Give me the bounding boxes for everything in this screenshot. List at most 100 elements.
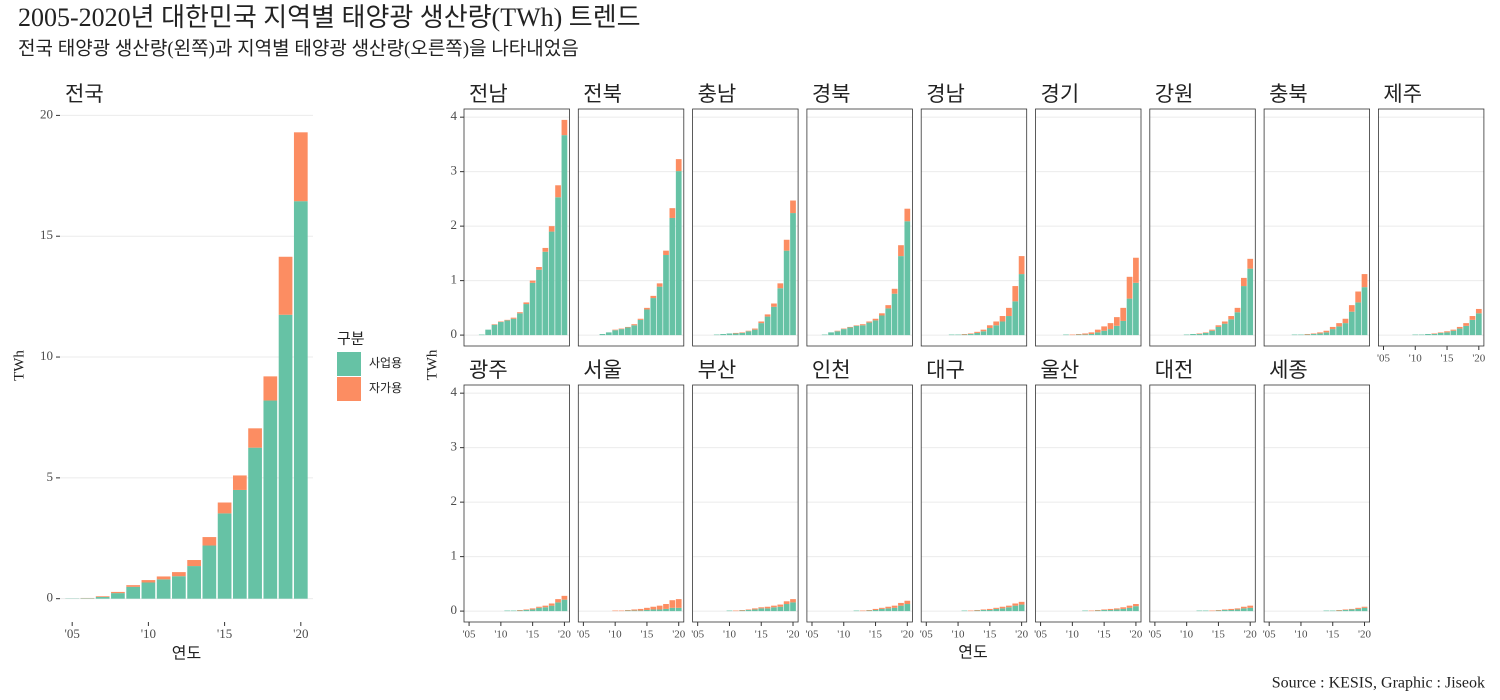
bar	[1107, 329, 1114, 336]
panel-border	[920, 384, 1028, 623]
bar	[669, 217, 676, 336]
bar	[536, 606, 542, 608]
panel-border	[920, 108, 1028, 347]
bar	[891, 607, 898, 612]
bar	[1006, 316, 1012, 336]
bar	[986, 325, 993, 329]
bar	[879, 315, 885, 336]
y-tick-label: 10	[40, 348, 53, 363]
bar	[491, 324, 498, 325]
bar	[834, 330, 841, 332]
bar	[669, 600, 676, 608]
y-tick-label: 15	[40, 227, 53, 242]
bar	[999, 321, 1006, 336]
bar	[561, 595, 568, 600]
panel-title: 경북	[812, 82, 851, 106]
bar	[1018, 601, 1025, 605]
bar	[752, 608, 758, 610]
bar	[1336, 610, 1342, 612]
bar	[1126, 607, 1133, 612]
panel-border	[577, 108, 685, 347]
bar	[967, 333, 974, 335]
bar	[1215, 325, 1222, 327]
panel-border	[1263, 384, 1370, 623]
bar	[491, 324, 498, 336]
y-tick-label: 3	[451, 439, 458, 454]
bar	[644, 309, 650, 336]
bar	[872, 320, 879, 336]
bar	[1006, 605, 1012, 608]
bar	[202, 537, 217, 546]
bar	[1018, 256, 1025, 275]
bar	[126, 585, 141, 587]
bar	[1247, 605, 1254, 608]
bar	[523, 610, 530, 612]
bar	[111, 593, 125, 599]
bar	[1133, 606, 1139, 612]
bar	[1310, 334, 1317, 336]
bar	[980, 610, 987, 612]
bar	[625, 326, 631, 328]
bar	[993, 608, 1000, 612]
x-tick-label: '10	[952, 629, 965, 641]
bar	[974, 332, 980, 336]
bar	[663, 250, 669, 256]
legend-title: 구분	[337, 331, 365, 347]
bar	[745, 330, 752, 332]
bar	[1202, 332, 1209, 336]
bar	[612, 610, 619, 612]
bar	[523, 302, 530, 305]
y-axis-label: TWh	[11, 350, 27, 381]
bar	[217, 502, 232, 514]
bar	[1221, 323, 1228, 336]
bar	[1133, 604, 1139, 607]
bar	[555, 197, 561, 336]
bar	[536, 267, 542, 270]
bar	[1094, 332, 1101, 336]
bar	[834, 331, 841, 336]
bar	[631, 324, 638, 326]
x-tick-label: '05	[691, 629, 704, 641]
x-tick-label: '15	[217, 626, 232, 641]
x-tick-label: '05	[1034, 629, 1047, 641]
bar	[1133, 282, 1139, 336]
bar	[650, 295, 657, 299]
bar	[840, 328, 847, 330]
bar	[536, 269, 542, 336]
bar	[248, 428, 262, 448]
bar	[1120, 607, 1127, 609]
bar	[967, 334, 974, 336]
bar	[1456, 328, 1463, 336]
bar	[771, 306, 777, 336]
x-tick-label: '05	[805, 629, 818, 641]
bar	[1342, 318, 1349, 324]
panel-title: 전국	[65, 82, 104, 106]
bar	[720, 334, 726, 336]
bar	[156, 576, 171, 580]
bar	[1241, 606, 1247, 609]
bar	[1329, 329, 1336, 336]
bar	[542, 605, 549, 608]
bar	[202, 545, 217, 599]
y-tick-label: 3	[451, 163, 458, 178]
bar	[293, 201, 308, 599]
x-tick-label: '05	[577, 629, 590, 641]
bar	[1133, 257, 1139, 283]
bar	[872, 318, 879, 321]
panel-border	[577, 384, 685, 623]
bar	[675, 607, 682, 612]
bar	[1247, 607, 1254, 612]
bar	[656, 605, 663, 610]
bar	[745, 331, 752, 336]
bar	[1310, 333, 1317, 335]
bar	[141, 582, 156, 599]
x-tick-label: '15	[526, 629, 539, 641]
page-title: 2005-2020년 대한민국 지역별 태양광 생산량(TWh) 트렌드	[18, 3, 641, 32]
x-tick-label: '10	[837, 629, 850, 641]
legend-label: 자가용	[369, 381, 402, 395]
panel-title: 대전	[1155, 358, 1194, 382]
bar	[1437, 332, 1444, 336]
bar	[631, 325, 638, 336]
bar	[95, 596, 110, 597]
